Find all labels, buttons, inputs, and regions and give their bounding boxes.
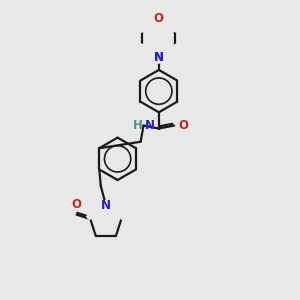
Text: O: O xyxy=(154,13,164,26)
Text: N: N xyxy=(101,199,111,212)
Text: N: N xyxy=(154,51,164,64)
Text: N: N xyxy=(145,119,155,132)
Text: O: O xyxy=(178,119,188,132)
Text: H: H xyxy=(133,119,142,132)
Text: O: O xyxy=(71,198,81,211)
Text: N: N xyxy=(154,51,164,64)
